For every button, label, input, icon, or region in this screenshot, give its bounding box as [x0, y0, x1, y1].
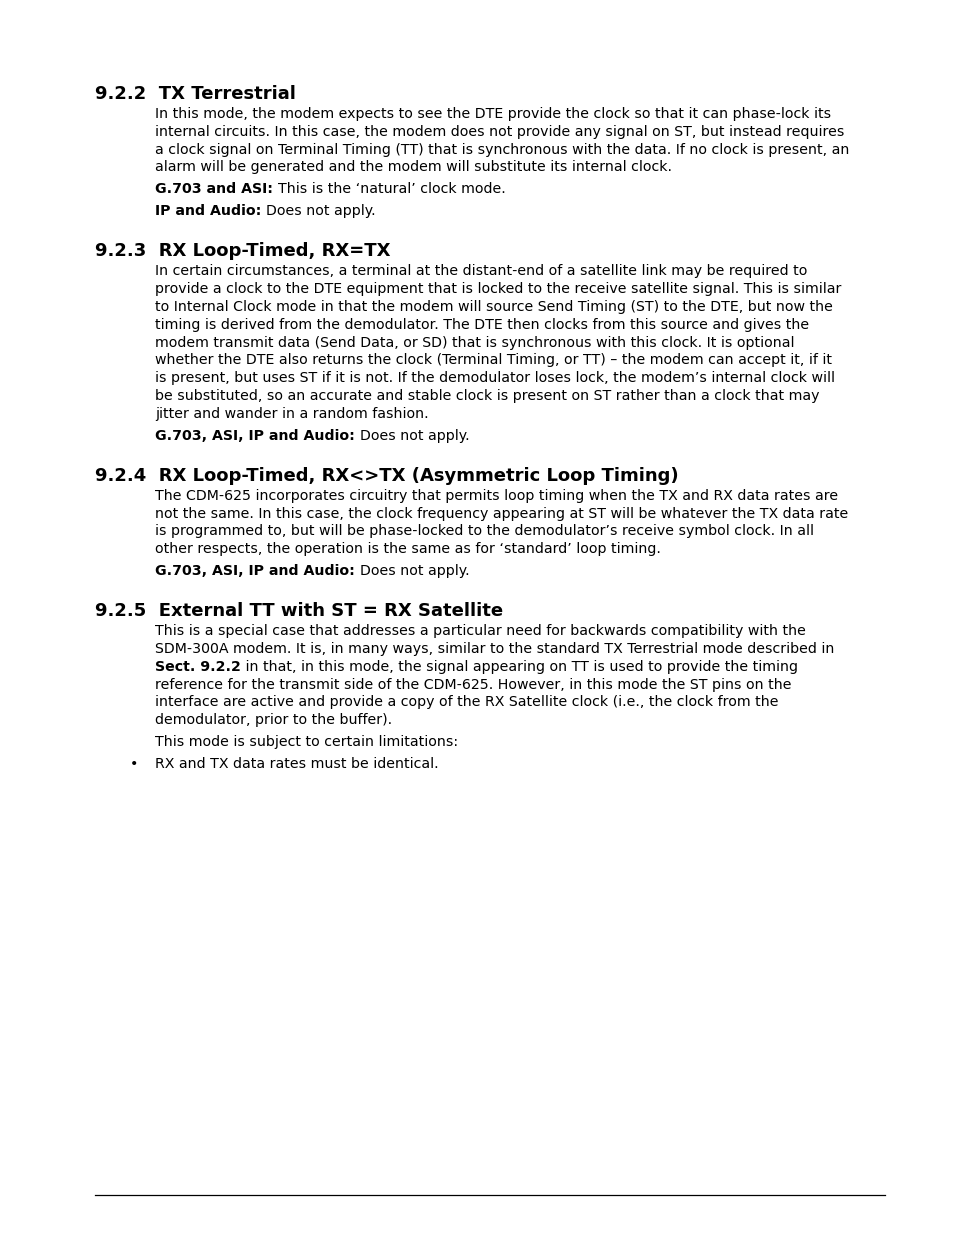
Text: SDM-300A modem. It is, in many ways, similar to the standard TX Terrestrial mode: SDM-300A modem. It is, in many ways, sim…: [154, 642, 834, 656]
Text: Does not apply.: Does not apply.: [266, 205, 375, 219]
Text: other respects, the operation is the same as for ‘standard’ loop timing.: other respects, the operation is the sam…: [154, 542, 660, 556]
Text: Does not apply.: Does not apply.: [359, 564, 469, 578]
Text: 9.2.4  RX Loop-Timed, RX<>TX (Asymmetric Loop Timing): 9.2.4 RX Loop-Timed, RX<>TX (Asymmetric …: [95, 467, 678, 485]
Text: G.703, ASI, IP and Audio:: G.703, ASI, IP and Audio:: [154, 429, 359, 443]
Text: jitter and wander in a random fashion.: jitter and wander in a random fashion.: [154, 406, 428, 421]
Text: •: •: [130, 757, 138, 771]
Text: is present, but uses ST if it is not. If the demodulator loses lock, the modem’s: is present, but uses ST if it is not. If…: [154, 372, 834, 385]
Text: IP and Audio:: IP and Audio:: [154, 205, 266, 219]
Text: reference for the transmit side of the CDM-625. However, in this mode the ST pin: reference for the transmit side of the C…: [154, 678, 791, 692]
Text: Sect. 9.2.2: Sect. 9.2.2: [154, 659, 240, 674]
Text: 9.2.5  External TT with ST = RX Satellite: 9.2.5 External TT with ST = RX Satellite: [95, 603, 502, 620]
Text: provide a clock to the DTE equipment that is locked to the receive satellite sig: provide a clock to the DTE equipment tha…: [154, 283, 841, 296]
Text: not the same. In this case, the clock frequency appearing at ST will be whatever: not the same. In this case, the clock fr…: [154, 506, 847, 521]
Text: The CDM-625 incorporates circuitry that permits loop timing when the TX and RX d: The CDM-625 incorporates circuitry that …: [154, 489, 838, 503]
Text: This mode is subject to certain limitations:: This mode is subject to certain limitati…: [154, 735, 457, 750]
Text: In certain circumstances, a terminal at the distant-end of a satellite link may : In certain circumstances, a terminal at …: [154, 264, 806, 278]
Text: In this mode, the modem expects to see the DTE provide the clock so that it can : In this mode, the modem expects to see t…: [154, 107, 830, 121]
Text: RX and TX data rates must be identical.: RX and TX data rates must be identical.: [154, 757, 438, 771]
Text: whether the DTE also returns the clock (Terminal Timing, or TT) – the modem can : whether the DTE also returns the clock (…: [154, 353, 831, 367]
Text: 9.2.2  TX Terrestrial: 9.2.2 TX Terrestrial: [95, 85, 295, 103]
Text: Does not apply.: Does not apply.: [359, 429, 469, 443]
Text: This is the ‘natural’ clock mode.: This is the ‘natural’ clock mode.: [277, 183, 505, 196]
Text: 9.2.3  RX Loop-Timed, RX=TX: 9.2.3 RX Loop-Timed, RX=TX: [95, 242, 390, 261]
Text: G.703 and ASI:: G.703 and ASI:: [154, 183, 277, 196]
Text: is programmed to, but will be phase-locked to the demodulator’s receive symbol c: is programmed to, but will be phase-lock…: [154, 525, 813, 538]
Text: alarm will be generated and the modem will substitute its internal clock.: alarm will be generated and the modem wi…: [154, 161, 671, 174]
Text: in that, in this mode, the signal appearing on TT is used to provide the timing: in that, in this mode, the signal appear…: [240, 659, 797, 674]
Text: interface are active and provide a copy of the RX Satellite clock (i.e., the clo: interface are active and provide a copy …: [154, 695, 778, 709]
Text: This is a special case that addresses a particular need for backwards compatibil: This is a special case that addresses a …: [154, 624, 805, 638]
Text: G.703, ASI, IP and Audio:: G.703, ASI, IP and Audio:: [154, 564, 359, 578]
Text: to Internal Clock mode in that the modem will source Send Timing (ST) to the DTE: to Internal Clock mode in that the modem…: [154, 300, 832, 314]
Text: demodulator, prior to the buffer).: demodulator, prior to the buffer).: [154, 713, 392, 727]
Text: modem transmit data (Send Data, or SD) that is synchronous with this clock. It i: modem transmit data (Send Data, or SD) t…: [154, 336, 794, 350]
Text: be substituted, so an accurate and stable clock is present on ST rather than a c: be substituted, so an accurate and stabl…: [154, 389, 819, 403]
Text: timing is derived from the demodulator. The DTE then clocks from this source and: timing is derived from the demodulator. …: [154, 317, 808, 332]
Text: internal circuits. In this case, the modem does not provide any signal on ST, bu: internal circuits. In this case, the mod…: [154, 125, 843, 138]
Text: a clock signal on Terminal Timing (TT) that is synchronous with the data. If no : a clock signal on Terminal Timing (TT) t…: [154, 142, 848, 157]
